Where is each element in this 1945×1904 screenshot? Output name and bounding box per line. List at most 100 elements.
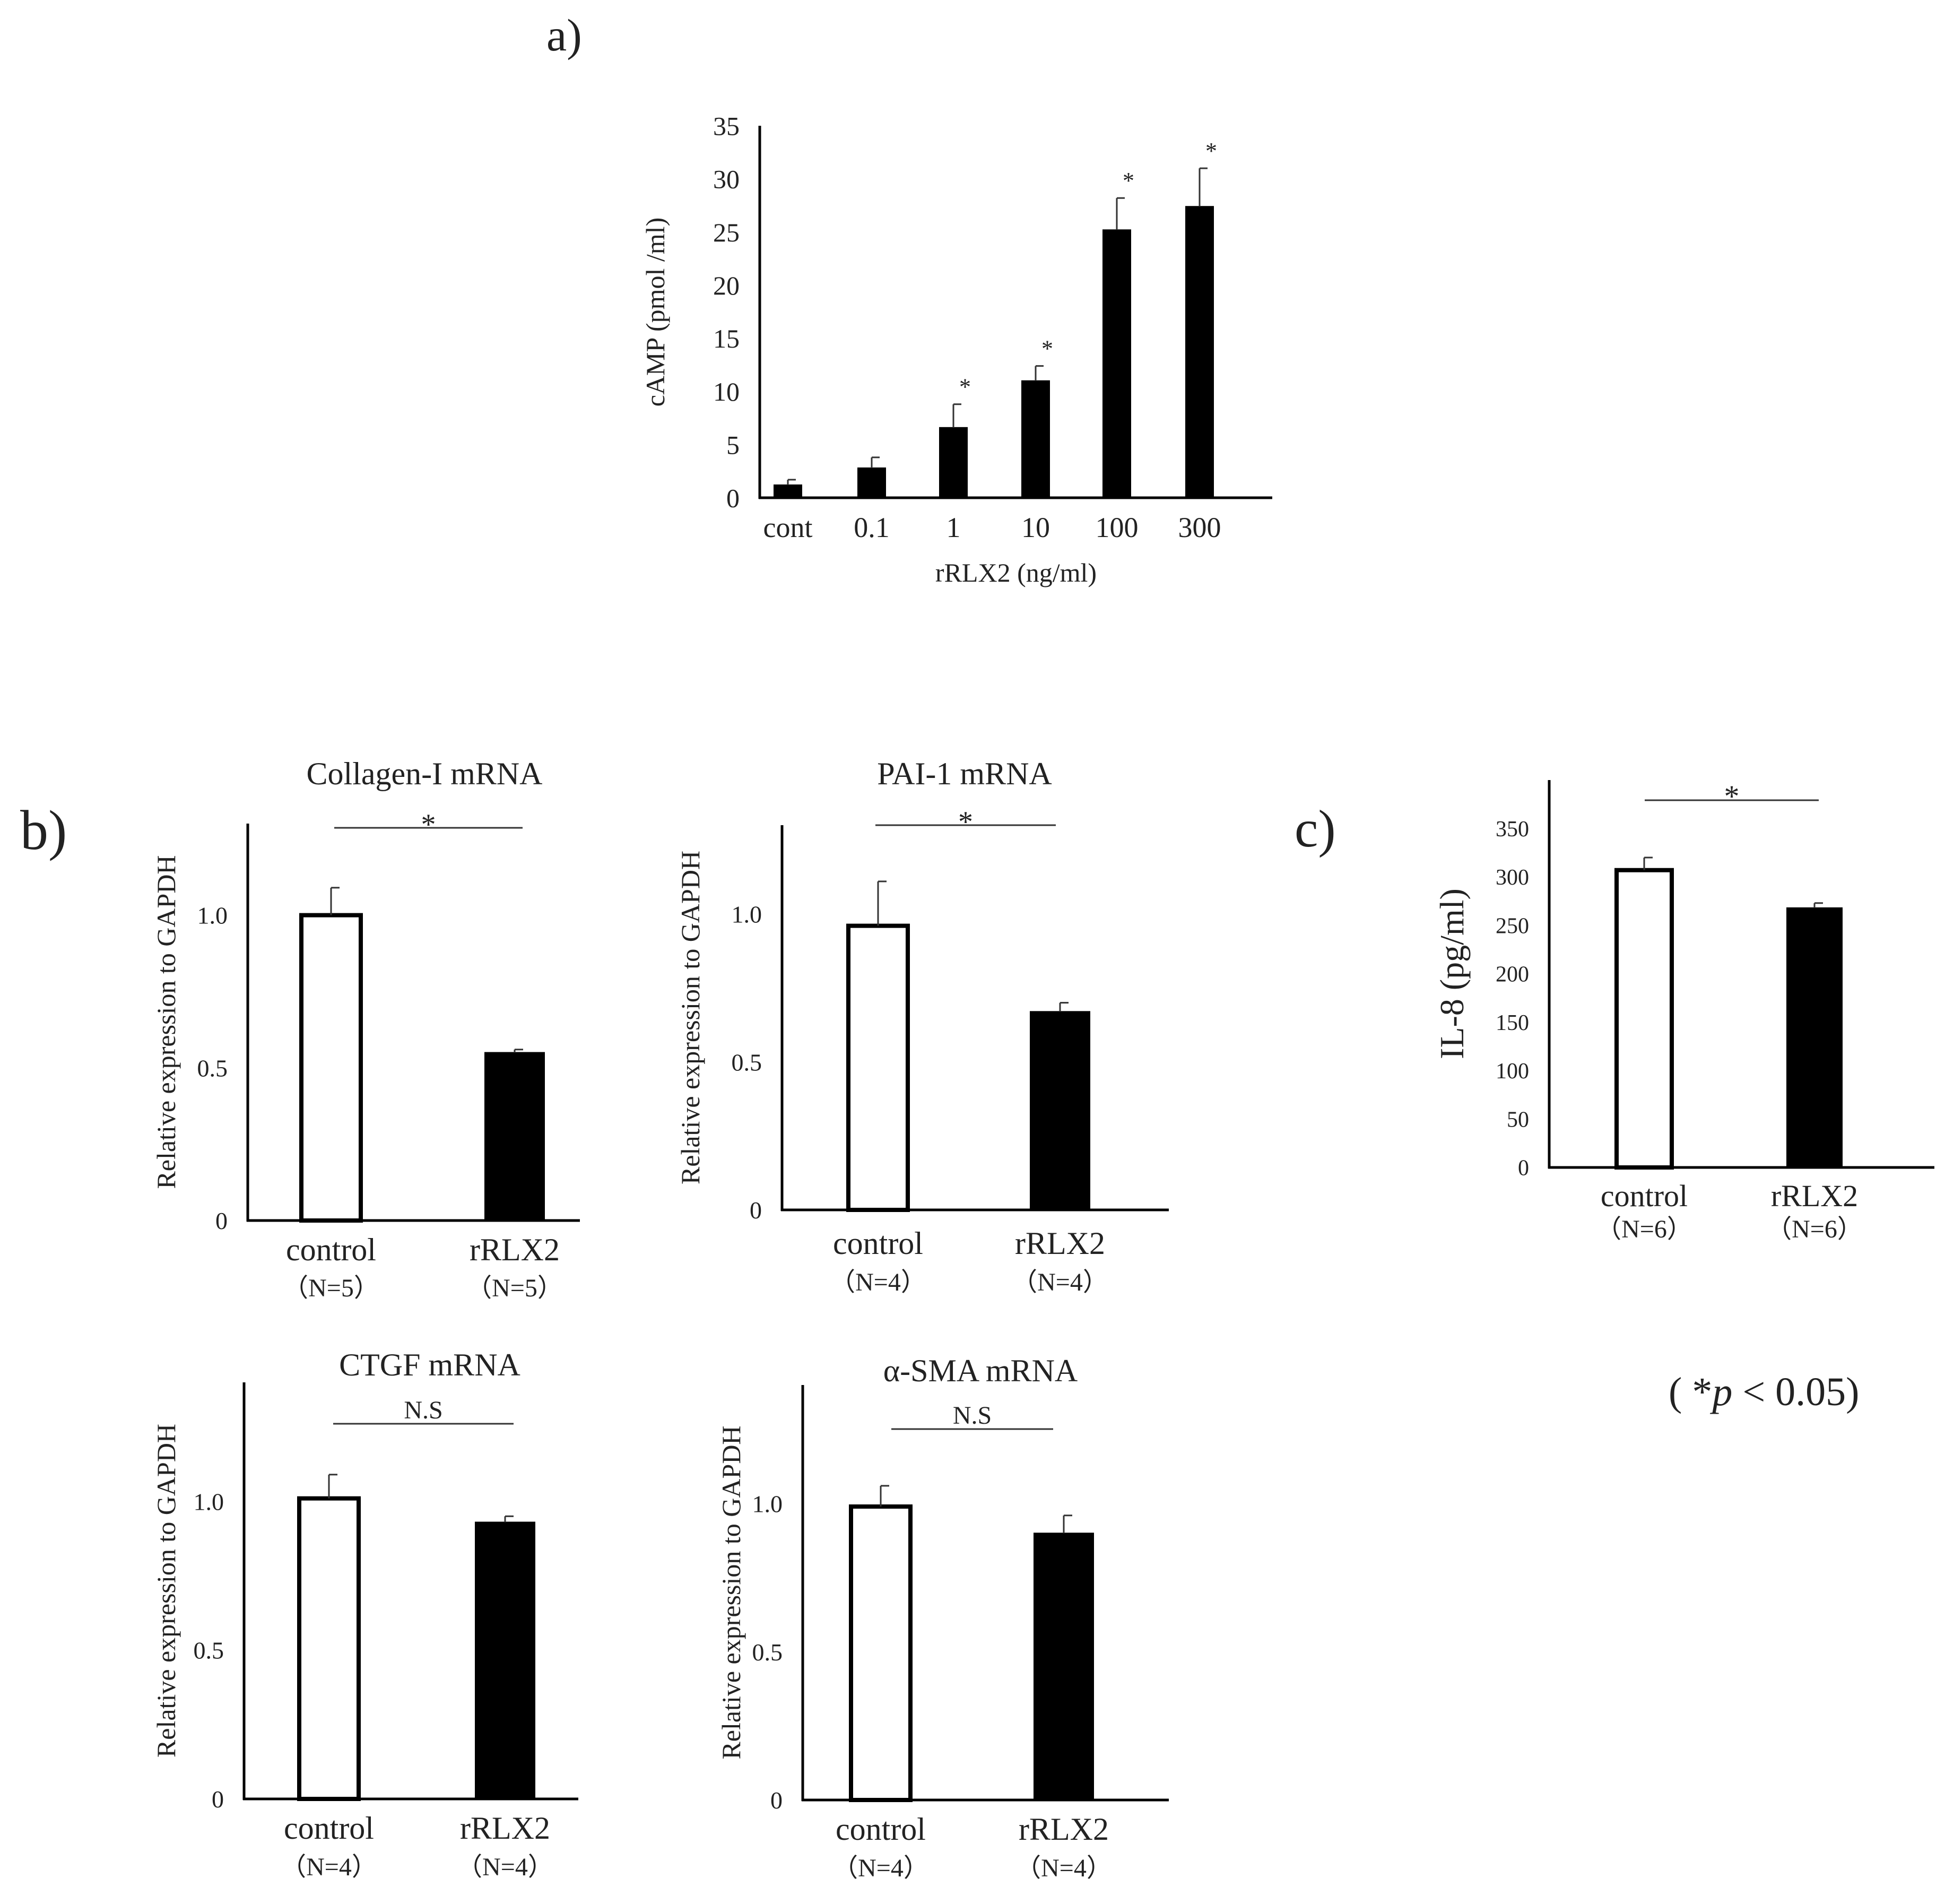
bar-rRLX2 — [475, 1521, 535, 1799]
y-tick-label: 0.5 — [752, 1639, 783, 1666]
y-tick-label: 350 — [1496, 817, 1529, 842]
y-tick-label: 0 — [770, 1787, 783, 1814]
y-tick-label: 1.0 — [732, 901, 762, 928]
comparison-label: * — [421, 808, 436, 841]
bar-rRLX2 — [1034, 1533, 1094, 1801]
y-tick-label: 0.5 — [194, 1637, 224, 1664]
sample-size-label: （N=6） — [1766, 1215, 1863, 1243]
significance-note: ( *p < 0.05) — [1669, 1370, 1859, 1414]
comparison-label: * — [1724, 779, 1740, 813]
x-tick-label: rRLX2 — [1019, 1812, 1109, 1847]
sample-size-label: （N=5） — [283, 1274, 379, 1302]
y-axis-label: Relative expression to GAPDH — [675, 851, 705, 1184]
bar-300 — [1185, 206, 1214, 498]
y-tick-label: 5 — [726, 430, 740, 460]
x-axis-label: rRLX2 (ng/ml) — [935, 558, 1097, 587]
y-tick-label: 200 — [1496, 963, 1529, 987]
x-tick-label: control — [833, 1226, 923, 1261]
y-tick-label: 250 — [1496, 914, 1529, 938]
x-tick-label: 300 — [1178, 512, 1221, 543]
sample-size-label: （N=4） — [1012, 1268, 1108, 1296]
chart-camp: 0 5 10 15 20 25 30 35 * * * * cont 0.1 1 10 100 300 cAMP (… — [640, 111, 1272, 587]
x-tick-label: rRLX2 — [1015, 1226, 1105, 1261]
bar-cont — [774, 484, 802, 498]
x-tick-label: rRLX2 — [1771, 1179, 1858, 1213]
y-axis-label: Relative expression to GAPDH — [151, 1424, 181, 1758]
y-tick-label: 0 — [212, 1786, 224, 1813]
bar-100 — [1102, 229, 1131, 498]
bar-0.1 — [857, 467, 886, 498]
y-tick-label: 300 — [1496, 866, 1529, 890]
y-tick-label: 0 — [215, 1207, 228, 1234]
panel-c-label: c) — [1295, 799, 1336, 858]
sample-size-label: （N=5） — [466, 1274, 563, 1302]
bar-1 — [939, 427, 968, 498]
y-tick-label: 20 — [713, 271, 740, 300]
comparison-label: N.S — [953, 1401, 992, 1430]
chart-col1: 0 0.5 1.0 control rRLX2 （N=5） （N=5） Collagen-I … — [151, 756, 580, 1302]
x-tick-label: 10 — [1021, 512, 1050, 543]
bar-rRLX2 — [484, 1052, 545, 1221]
chart-title: Collagen-I mRNA — [307, 756, 543, 791]
panel-b-label: b) — [20, 799, 67, 861]
x-tick-label: 100 — [1096, 512, 1139, 543]
y-tick-label: 25 — [713, 218, 740, 247]
bar-control — [299, 913, 363, 1223]
x-tick-label: control — [1601, 1179, 1688, 1213]
y-tick-label: 1.0 — [194, 1488, 224, 1515]
significance-marker: * — [1123, 168, 1134, 194]
chart-title: CTGF mRNA — [339, 1347, 520, 1382]
x-tick-label: control — [286, 1232, 376, 1267]
panel-a-label: a) — [546, 10, 582, 60]
y-tick-label: 30 — [713, 165, 740, 194]
bar-10 — [1021, 380, 1050, 499]
sample-size-label: （N=4） — [830, 1268, 926, 1296]
x-tick-label: control — [284, 1811, 374, 1846]
comparison-label: * — [958, 806, 973, 838]
chart-title: PAI-1 mRNA — [877, 756, 1052, 791]
y-axis-label: IL-8 (pg/ml) — [1433, 888, 1471, 1059]
sample-size-label: （N=4） — [281, 1853, 377, 1881]
significance-note-star: * — [1692, 1370, 1712, 1414]
x-tick-label: rRLX2 — [470, 1232, 560, 1267]
bar-rRLX2 — [1030, 1011, 1090, 1211]
bar-rRLX2 — [1786, 907, 1843, 1169]
charts-layer: 0 5 10 15 20 25 30 35 * * * * cont 0.1 1 10 100 300 cAMP (… — [151, 111, 1934, 1882]
significance-marker: * — [959, 374, 971, 400]
y-axis-label: Relative expression to GAPDH — [716, 1425, 746, 1759]
y-tick-label: 150 — [1496, 1011, 1529, 1035]
y-tick-label: 0 — [726, 483, 740, 513]
significance-marker: * — [1041, 336, 1053, 362]
y-tick-label: 100 — [1496, 1059, 1529, 1084]
sample-size-label: （N=6） — [1596, 1215, 1692, 1243]
y-axis-label: cAMP (pmol /ml) — [640, 218, 670, 406]
bar-control — [849, 1504, 913, 1803]
bar-control — [297, 1496, 361, 1801]
x-tick-label: 0.1 — [854, 512, 890, 543]
y-tick-label: 1.0 — [752, 1491, 783, 1518]
y-tick-label: 50 — [1507, 1107, 1529, 1132]
y-tick-label: 0 — [750, 1197, 762, 1224]
sample-size-label: （N=4） — [1015, 1854, 1112, 1882]
chart-title: α-SMA mRNA — [883, 1353, 1078, 1388]
significance-marker: * — [1205, 138, 1217, 164]
chart-sma: 0 0.5 1.0 control rRLX2 （N=4） （N=4） α-SMA mRNA R… — [716, 1353, 1169, 1882]
y-tick-label: 0 — [1518, 1156, 1529, 1181]
significance-note-rest: < 0.05) — [1732, 1370, 1859, 1414]
y-tick-label: 0.5 — [732, 1049, 762, 1076]
x-tick-label: 1 — [947, 512, 961, 543]
significance-note-p: p — [1709, 1370, 1732, 1414]
x-tick-label: control — [836, 1812, 926, 1847]
sample-size-label: （N=4） — [457, 1853, 553, 1881]
comparison-label: N.S — [404, 1396, 442, 1424]
significance-note-open: ( — [1669, 1370, 1692, 1414]
chart-pai: 0 0.5 1.0 control rRLX2 （N=4） （N=4） PAI-1 mRNA R… — [675, 756, 1169, 1296]
x-tick-label: rRLX2 — [460, 1811, 550, 1846]
chart-ctgf: 0 0.5 1.0 control rRLX2 （N=4） （N=4） CTGF mRNA Re… — [151, 1347, 578, 1881]
y-tick-label: 10 — [713, 377, 740, 406]
y-tick-label: 15 — [713, 324, 740, 353]
x-tick-label: cont — [763, 512, 813, 543]
bar-control — [1614, 868, 1674, 1170]
